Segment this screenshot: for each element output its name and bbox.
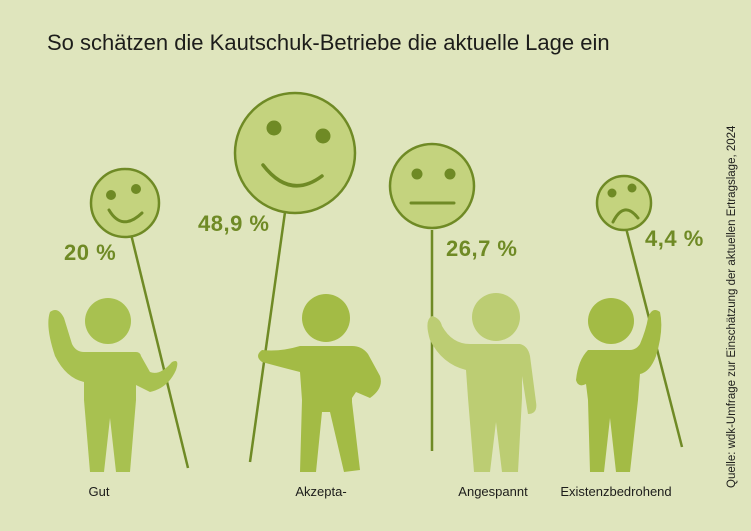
category-label-angespannt: Angespannt [458,484,528,499]
category-label-existenzbedrohend: Existenzbedrohend [560,484,672,499]
neutral-face-icon [388,142,476,230]
source-note: Quelle: wdk-Umfrage zur Einschätzung der… [726,125,738,488]
person-figure-akzepta [248,204,381,472]
person-figure-existenzbedrohend [576,227,684,472]
chart-title: So schätzen die Kautschuk-Betriebe die a… [47,30,610,55]
value-label-gut: 20 % [64,240,117,265]
frown-face-icon [595,174,653,232]
smile-face-icon [89,167,161,239]
value-label-angespannt: 26,7 % [446,236,518,261]
category-label-gut: Gut [88,484,110,499]
value-label-akzepta: 48,9 % [198,211,270,236]
value-label-existenzbedrohend: 4,4 % [645,226,704,251]
person-figure-gut [48,229,190,472]
big-smile-face-icon [233,91,357,215]
person-figure-angespannt [427,230,537,472]
category-label-akzepta: Akzepta- [295,484,347,499]
